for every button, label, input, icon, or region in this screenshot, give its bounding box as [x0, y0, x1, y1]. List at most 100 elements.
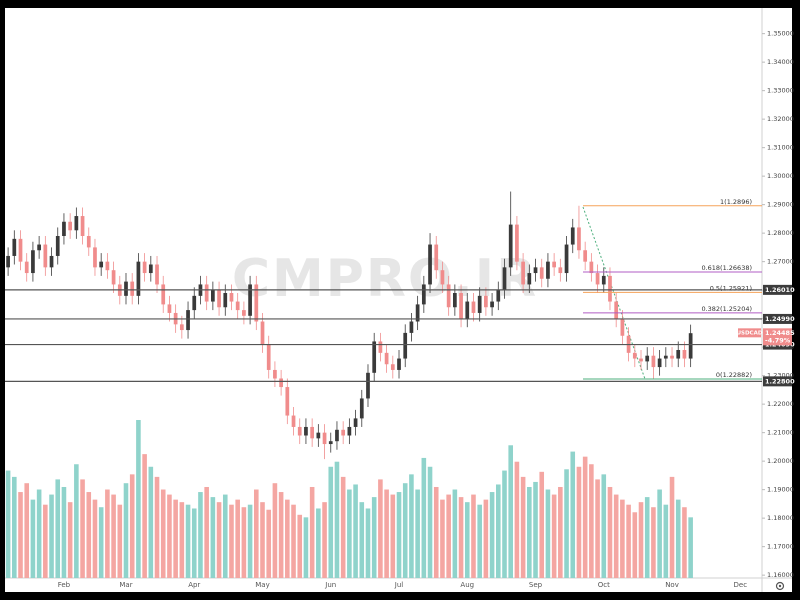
candle-body	[285, 387, 290, 416]
x-tick-label: Sep	[529, 581, 543, 589]
candle-body	[484, 295, 488, 308]
candle-body	[273, 369, 277, 379]
candle-body	[378, 341, 383, 353]
y-tick-label: 1.34000	[767, 58, 794, 66]
y-tick-label: 1.22000	[767, 400, 794, 408]
candle-body	[18, 238, 23, 262]
last-change-label: -4.79%	[765, 336, 791, 344]
settings-gear[interactable]	[775, 581, 785, 591]
candle-body	[359, 398, 364, 419]
candle-body	[86, 236, 91, 248]
volume-bar	[67, 502, 73, 578]
candle-body	[527, 273, 532, 285]
volume-bar	[55, 479, 61, 578]
x-tick-label: Jul	[394, 581, 404, 589]
candle-body	[583, 250, 588, 262]
candle-body	[148, 264, 153, 274]
candle-body	[347, 426, 352, 436]
candle-body	[260, 321, 265, 345]
candle-body	[421, 284, 426, 305]
candle-body	[496, 290, 501, 302]
candle-body	[614, 301, 619, 319]
fib-label: 1(1.2896)	[720, 198, 752, 206]
volume-bar	[359, 502, 365, 578]
y-tick-label: 1.27000	[767, 258, 794, 266]
candle-body	[682, 350, 687, 359]
volume-bar	[545, 489, 551, 578]
x-tick-label: Aug	[460, 581, 474, 589]
volume-bar	[92, 499, 98, 578]
x-tick-label: Jun	[324, 581, 336, 589]
candle-body	[589, 261, 594, 274]
volume-bar	[458, 497, 464, 578]
volume-bar	[154, 476, 160, 578]
candle-body	[440, 270, 445, 285]
volume-bar	[533, 481, 538, 578]
volume-bar	[297, 514, 303, 578]
volume-bar	[483, 499, 489, 578]
volume-bar	[334, 461, 340, 578]
level-label-box	[763, 284, 792, 295]
candle-body	[558, 267, 563, 274]
candle-body	[179, 324, 184, 331]
volume-bar	[303, 517, 309, 578]
volume-bar	[427, 466, 433, 578]
volume-bar	[620, 499, 625, 578]
candle-body	[12, 238, 17, 256]
volume-bar	[74, 464, 79, 578]
candle-body	[229, 293, 234, 302]
fib-label: 0.5(1.25921)	[710, 284, 752, 292]
candle-body	[341, 429, 346, 436]
y-tick-label: 1.23000	[767, 372, 794, 380]
candle-body	[142, 261, 147, 274]
volume-bar	[570, 451, 576, 578]
settings-gear-center[interactable]	[778, 584, 782, 588]
level-label: 1.22800	[765, 377, 795, 385]
x-tick-label: Feb	[58, 581, 71, 589]
volume-bar	[136, 420, 141, 578]
volume-bar	[216, 502, 222, 578]
candle-body	[372, 341, 377, 373]
volume-bar	[551, 494, 557, 578]
volume-bar	[582, 456, 588, 578]
candle-body	[24, 261, 29, 274]
settings-icon[interactable]	[775, 581, 785, 591]
candle-body	[446, 284, 451, 308]
volume-bar	[384, 489, 389, 578]
volume-bar	[415, 489, 420, 578]
volume-bar	[285, 499, 290, 578]
candle-body	[297, 426, 302, 436]
candle-body	[93, 247, 97, 268]
x-tick-label: May	[255, 581, 269, 589]
level-label-box	[763, 313, 792, 324]
volume-bar	[117, 504, 123, 578]
volume-bar	[402, 483, 408, 578]
volume-bar	[433, 486, 439, 578]
candle-body	[552, 261, 556, 268]
candle-body	[353, 418, 358, 427]
volume-bar	[61, 486, 67, 578]
volume-bar	[291, 504, 296, 578]
volume-bar	[247, 504, 253, 578]
volume-bar	[502, 470, 507, 578]
volume-bar	[260, 502, 265, 578]
y-tick-label: 1.29000	[767, 201, 794, 209]
volume-bar	[520, 476, 526, 578]
volume-bar	[191, 508, 197, 578]
level-label-box	[763, 376, 792, 387]
candle-body	[645, 355, 650, 362]
volume-bar	[229, 504, 234, 578]
volume-bar	[632, 512, 638, 578]
volume-bar	[198, 492, 203, 578]
candle-body	[291, 415, 296, 427]
candle-body	[434, 244, 439, 271]
candle-body	[99, 261, 104, 268]
candle-body	[546, 261, 550, 279]
volume-bar	[322, 502, 327, 578]
volume-bar	[353, 484, 358, 578]
volume-bar	[204, 486, 209, 578]
candle-body	[452, 293, 457, 308]
volume-bar	[210, 497, 216, 578]
candle-body	[663, 355, 668, 359]
candle-body	[43, 244, 48, 268]
